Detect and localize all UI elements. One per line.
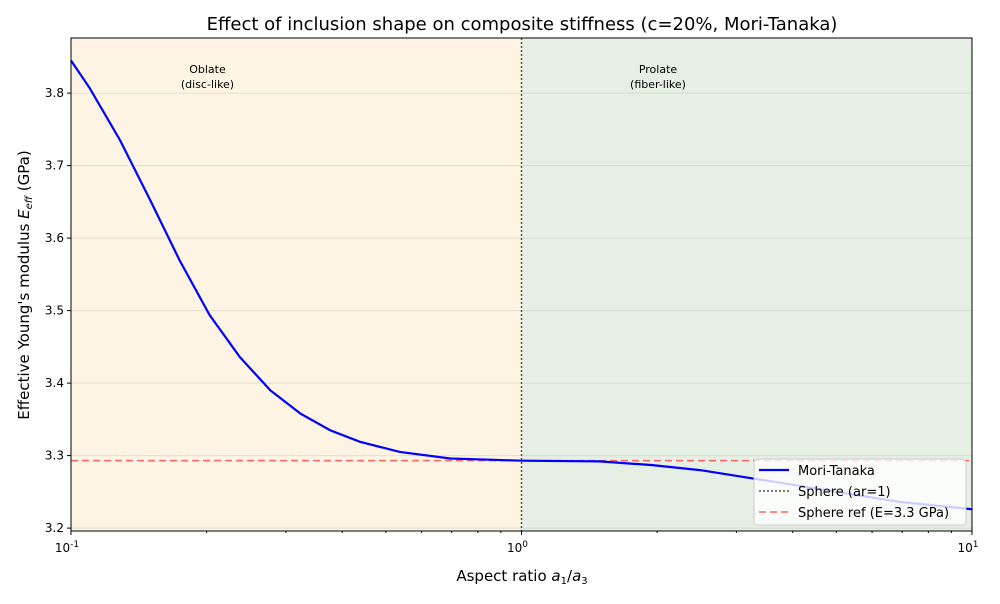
- legend: Mori-Tanaka Sphere (ar=1) Sphere ref (E=…: [753, 458, 967, 526]
- y-tick-label: 3.2: [45, 521, 64, 535]
- legend-label-sphere: Sphere (ar=1): [798, 485, 891, 500]
- legend-label-sphere-ref: Sphere ref (E=3.3 GPa): [798, 506, 949, 521]
- chart-title: Effect of inclusion shape on composite s…: [207, 14, 838, 35]
- legend-label-mori-tanaka: Mori-Tanaka: [798, 464, 875, 479]
- y-tick-label: 3.7: [45, 159, 64, 173]
- y-tick-label: 3.8: [45, 86, 64, 100]
- x-axis-label: Aspect ratio a1/a3: [456, 567, 587, 587]
- y-tick-label: 3.5: [45, 304, 64, 318]
- region-sublabel-prolate: (fiber-like): [630, 78, 686, 91]
- y-axis-label: Effective Young's modulus Eeff (GPa): [15, 150, 35, 419]
- region-label-oblate: Oblate: [189, 63, 226, 76]
- x-tick-label: 100: [507, 540, 528, 555]
- x-tick-label: 10-1: [55, 540, 79, 555]
- region-sublabel-oblate: (disc-like): [181, 78, 234, 91]
- y-tick-label: 3.3: [45, 449, 64, 463]
- y-tick-label: 3.4: [45, 376, 64, 390]
- y-tick-label: 3.6: [45, 231, 64, 245]
- axis-ticks: 3.2 3.3 3.4 3.5 3.6 3.7 3.8 10-1 100 101: [45, 86, 979, 555]
- region-oblate: [71, 38, 522, 531]
- plot-frame: [70, 37, 973, 532]
- region-prolate: [521, 38, 972, 531]
- x-tick-label: 101: [957, 540, 978, 555]
- region-label-prolate: Prolate: [639, 63, 678, 76]
